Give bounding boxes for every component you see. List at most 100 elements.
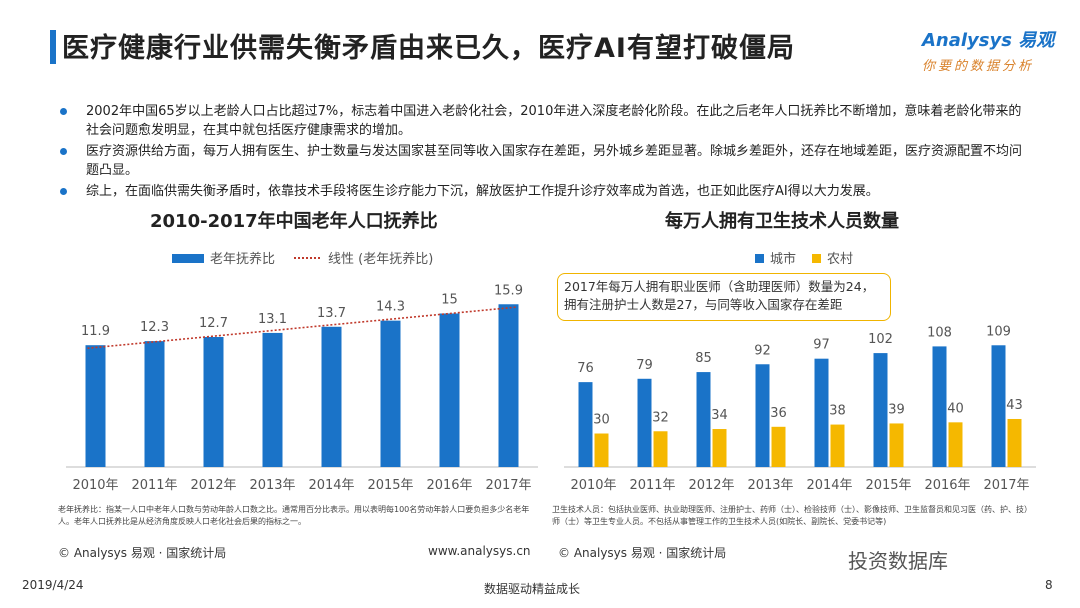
bullet-text: 综上，在面临供需失衡矛盾时，依靠技术手段将医生诊疗能力下沉，解放医护工作提升诊疗…	[86, 184, 879, 199]
legend-trendline-label: 线性 (老年抚养比)	[328, 251, 433, 267]
x-tick-label: 2011年	[131, 478, 177, 493]
logo-brand-text: Analysys 易观	[922, 30, 1055, 51]
bar-老年抚养比	[498, 304, 519, 467]
data-label: 32	[652, 410, 669, 425]
data-label: 38	[829, 404, 846, 419]
data-label: 12.3	[140, 320, 169, 335]
source-url: www.analysys.cn	[428, 544, 531, 558]
data-label: 92	[754, 343, 771, 358]
left-source: © Analysys 易观 · 国家统计局	[58, 546, 227, 560]
bar-农村	[771, 426, 786, 467]
bullet-list: 2002年中国65岁以上老龄人口占比超过7%，标志着中国进入老龄化社会，2010…	[58, 102, 1028, 203]
right-source: © Analysys 易观 · 国家统计局	[558, 546, 727, 560]
bar-老年抚养比	[144, 341, 165, 467]
data-label: 85	[695, 351, 712, 366]
annotation-callout: 2017年每万人拥有职业医师（含助理医师）数量为24，拥有注册护士人数是27，与…	[557, 273, 891, 321]
x-tick-label: 2010年	[72, 478, 118, 493]
bar-城市	[932, 346, 947, 467]
bar-城市	[814, 358, 829, 467]
bar-城市	[873, 353, 888, 467]
x-tick-label: 2015年	[367, 478, 413, 493]
bar-城市	[578, 382, 593, 467]
bar-老年抚养比	[439, 313, 460, 467]
data-label: 11.9	[81, 324, 110, 339]
bar-城市	[755, 364, 770, 467]
data-label: 15	[441, 292, 458, 307]
wechat-watermark: 投资数据库	[848, 549, 948, 573]
x-tick-label: 2011年	[629, 478, 675, 493]
data-label: 34	[711, 408, 728, 423]
bar-老年抚养比	[85, 345, 106, 467]
logo-tagline: 你要的数据分析	[922, 59, 1035, 74]
x-tick-label: 2016年	[924, 478, 970, 493]
bullet-item: 2002年中国65岁以上老龄人口占比超过7%，标志着中国进入老龄化社会，2010…	[58, 102, 1028, 140]
data-label: 14.3	[376, 300, 405, 315]
bar-农村	[594, 433, 609, 467]
x-tick-label: 2012年	[190, 478, 236, 493]
bullet-text: 2002年中国65岁以上老龄人口占比超过7%，标志着中国进入老龄化社会，2010…	[86, 104, 1022, 138]
footer-date: 2019/4/24	[22, 578, 84, 592]
bar-农村	[712, 429, 727, 467]
x-tick-label: 2013年	[747, 478, 793, 493]
data-label: 102	[868, 332, 893, 347]
bar-农村	[1007, 418, 1022, 467]
bar-农村	[948, 422, 963, 467]
bullet-dot-icon	[60, 188, 67, 195]
bar-老年抚养比	[203, 337, 224, 467]
analysys-logo: Analysys 易观 你要的数据分析	[922, 26, 1062, 78]
legend-swatch-0	[172, 254, 204, 263]
data-label: 12.7	[199, 316, 228, 331]
legend-label: 老年抚养比	[210, 251, 275, 267]
x-tick-label: 2010年	[570, 478, 616, 493]
right-footnote: 卫生技术人员：包括执业医师、执业助理医师、注册护士、药师（士）、检验技师（士）、…	[552, 505, 1028, 526]
legend-label: 农村	[827, 252, 853, 267]
bar-老年抚养比	[262, 332, 283, 467]
page-title: 医疗健康行业供需失衡矛盾由来已久，医疗AI有望打破僵局	[62, 33, 795, 64]
data-label: 13.1	[258, 312, 287, 327]
bullet-dot-icon	[60, 148, 67, 155]
data-label: 15.9	[494, 283, 523, 298]
health-workers-chart: 城市 农村 76 30 2010年 79 32 2011年 85 34 2012年 92 36 2013年…	[564, 251, 1036, 493]
x-tick-label: 2014年	[806, 478, 852, 493]
x-tick-label: 2017年	[485, 478, 531, 493]
bar-农村	[830, 424, 845, 467]
title-accent-bar	[50, 30, 56, 64]
x-tick-label: 2012年	[688, 478, 734, 493]
bar-农村	[889, 423, 904, 467]
bar-老年抚养比	[380, 320, 401, 467]
bar-城市	[991, 345, 1006, 467]
data-label: 43	[1006, 398, 1023, 413]
data-label: 40	[947, 401, 964, 416]
footer-slogan: 数据驱动精益成长	[484, 582, 581, 596]
bullet-dot-icon	[60, 108, 67, 115]
old-age-dependency-chart: 老年抚养比 线性 (老年抚养比) 11.9 2010年 12.3 2011年 12.7 201…	[66, 251, 538, 493]
legend-swatch-1	[812, 254, 821, 263]
bullet-text: 医疗资源供给方面，每万人拥有医生、护士数量与发达国家甚至同等收入国家存在差距，另…	[86, 144, 1023, 178]
x-tick-label: 2015年	[865, 478, 911, 493]
data-label: 13.7	[317, 306, 346, 321]
legend-swatch-0	[755, 254, 764, 263]
data-label: 108	[927, 325, 952, 340]
data-label: 109	[986, 324, 1011, 339]
bar-老年抚养比	[321, 326, 342, 467]
data-label: 36	[770, 406, 787, 421]
bullet-item: 综上，在面临供需失衡矛盾时，依靠技术手段将医生诊疗能力下沉，解放医护工作提升诊疗…	[58, 182, 1028, 201]
left-chart-title: 2010-2017年中国老年人口抚养比	[150, 211, 438, 232]
bar-农村	[653, 431, 668, 467]
legend-label: 城市	[770, 251, 796, 267]
data-label: 76	[577, 361, 594, 376]
data-label: 97	[813, 338, 830, 353]
data-label: 39	[888, 402, 905, 417]
bar-城市	[696, 372, 711, 467]
bullet-item: 医疗资源供给方面，每万人拥有医生、护士数量与发达国家甚至同等收入国家存在差距，另…	[58, 142, 1028, 180]
data-label: 30	[593, 413, 610, 428]
data-label: 79	[636, 358, 653, 373]
x-tick-label: 2016年	[426, 478, 472, 493]
x-tick-label: 2014年	[308, 478, 354, 493]
right-chart-title: 每万人拥有卫生技术人员数量	[665, 211, 899, 232]
x-tick-label: 2017年	[983, 478, 1029, 493]
x-tick-label: 2013年	[249, 478, 295, 493]
page-number: 8	[1045, 578, 1053, 592]
left-footnote: 老年抚养比：指某一人口中老年人口数与劳动年龄人口数之比。通常用百分比表示。用以表…	[58, 505, 530, 526]
bar-城市	[637, 378, 652, 467]
